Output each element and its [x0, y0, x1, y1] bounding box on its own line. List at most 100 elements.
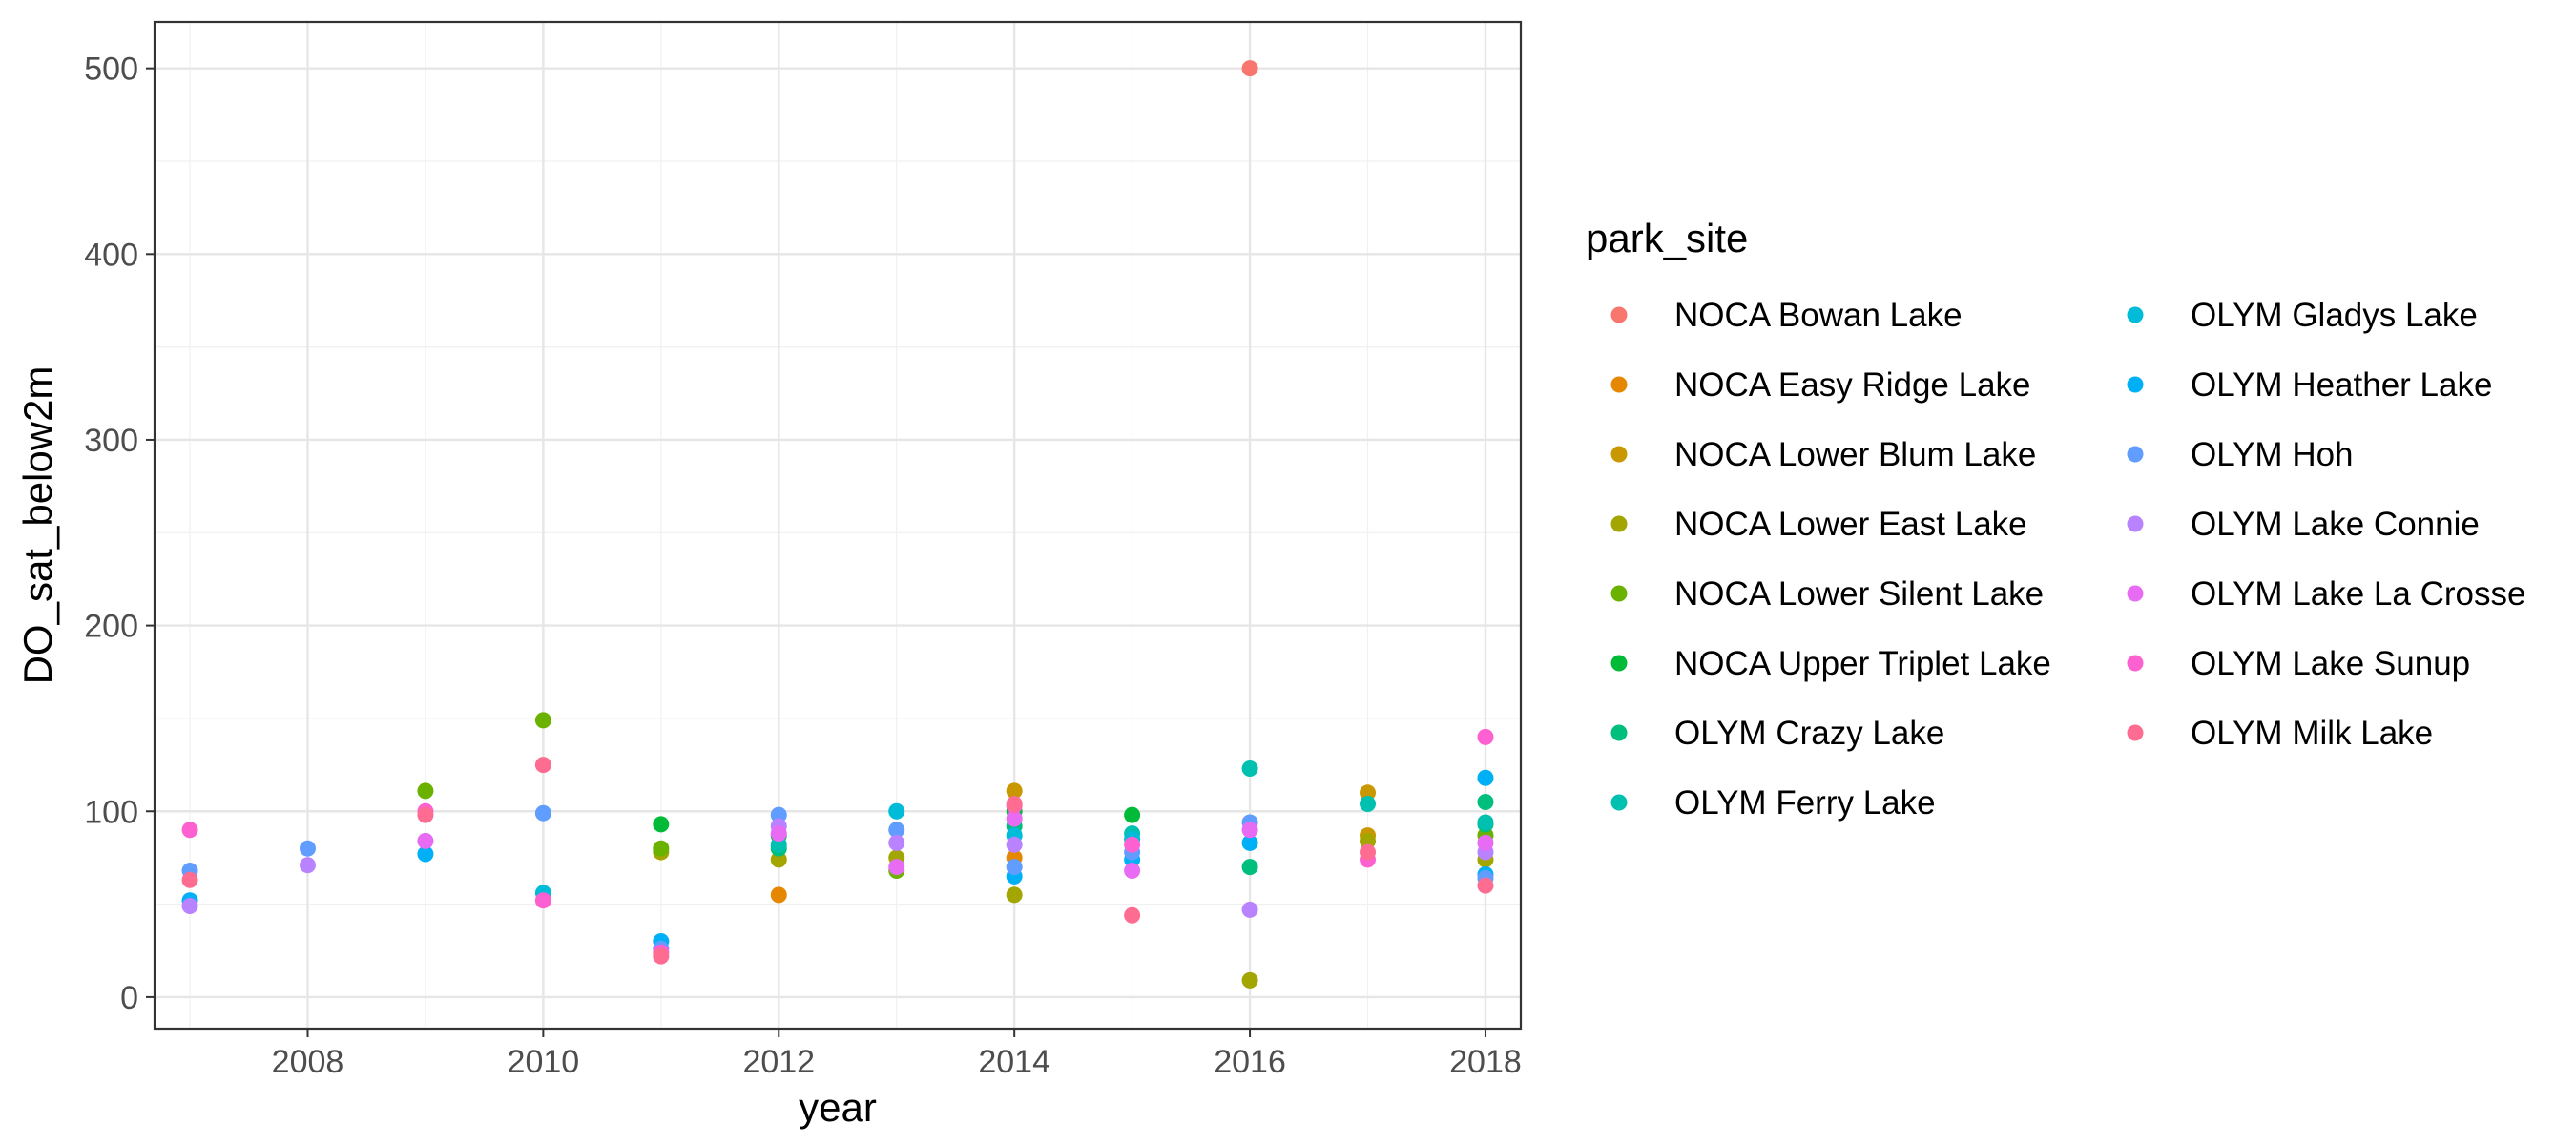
data-point	[1241, 822, 1258, 839]
legend-key	[1610, 585, 1628, 602]
data-point	[534, 804, 551, 822]
legend-label: OLYM Lake Connie	[2191, 506, 2480, 543]
y-tick-label: 300	[84, 423, 138, 459]
data-point	[1124, 863, 1141, 880]
x-tick-label: 2012	[742, 1044, 815, 1080]
data-point	[1124, 806, 1141, 823]
data-point	[1006, 795, 1023, 812]
data-point	[1477, 794, 1494, 811]
data-point	[1006, 859, 1023, 876]
data-point	[1360, 843, 1377, 861]
data-point	[653, 840, 670, 857]
data-point	[299, 857, 316, 874]
data-point	[1006, 886, 1023, 904]
legend-key	[1610, 655, 1628, 672]
data-point	[1241, 901, 1258, 918]
data-point	[1360, 784, 1377, 802]
legend-label: OLYM Heather Lake	[2191, 366, 2492, 404]
data-point	[1477, 834, 1494, 851]
legend-key	[1610, 376, 1628, 393]
legend-key	[1610, 794, 1628, 811]
data-point	[181, 898, 198, 915]
legend-label: NOCA Bowan Lake	[1674, 297, 1963, 334]
data-point	[1360, 832, 1377, 849]
data-point	[653, 947, 670, 965]
y-tick-label: 100	[84, 794, 138, 830]
legend-key	[2127, 585, 2144, 602]
data-point	[1006, 810, 1023, 827]
axis-layer: 2008 2010 2012 2014 2016 2018 0 100 200 300 400 500	[84, 52, 1522, 1080]
legend-label: OLYM Milk Lake	[2191, 715, 2433, 752]
legend-label: OLYM Lake Sunup	[2191, 645, 2470, 682]
data-point	[299, 840, 316, 857]
data-point	[534, 712, 551, 729]
legend-key	[1610, 724, 1628, 741]
data-point	[888, 834, 905, 851]
data-point	[534, 757, 551, 774]
data-point	[1241, 760, 1258, 777]
legend-label: OLYM Gladys Lake	[2191, 297, 2478, 334]
data-point	[770, 851, 787, 868]
legend-key	[2127, 306, 2144, 323]
x-tick-label: 2018	[1449, 1044, 1522, 1080]
legend-key	[1610, 306, 1628, 323]
data-point	[1241, 834, 1258, 851]
legend-key	[2127, 515, 2144, 532]
data-point	[181, 822, 198, 839]
y-tick-label: 400	[84, 237, 138, 273]
legend-items: NOCA Bowan Lake NOCA Easy Ridge Lake NOCA …	[1610, 297, 2525, 822]
data-point	[534, 892, 551, 909]
data-point	[653, 816, 670, 833]
data-point	[1477, 814, 1494, 831]
y-tick-label: 200	[84, 609, 138, 645]
data-point	[417, 782, 434, 800]
legend-label: NOCA Lower East Lake	[1674, 506, 2027, 543]
legend-key	[1610, 446, 1628, 463]
legend: park_site NOCA Bowan Lake NOCA Easy Ridge…	[1586, 216, 2525, 822]
panel-border	[153, 20, 1523, 1030]
data-point	[888, 802, 905, 820]
legend-label: OLYM Lake La Crosse	[2191, 575, 2525, 613]
x-tick-label: 2014	[978, 1044, 1050, 1080]
plot-panel	[155, 22, 1521, 1029]
data-point	[888, 859, 905, 876]
data-point	[888, 822, 905, 839]
legend-label: NOCA Easy Ridge Lake	[1674, 366, 2031, 404]
data-point	[1006, 836, 1023, 853]
data-point	[770, 825, 787, 843]
data-point	[1241, 971, 1258, 989]
legend-label: OLYM Hoh	[2191, 436, 2354, 473]
data-point	[1360, 795, 1377, 812]
grid-layer	[155, 22, 1521, 1029]
data-point	[770, 836, 787, 853]
data-point	[1124, 906, 1141, 924]
x-tick-label: 2010	[508, 1044, 580, 1080]
data-point	[1241, 859, 1258, 876]
y-axis-title: DO_sat_below2m	[15, 366, 60, 685]
legend-key	[2127, 724, 2144, 741]
data-point	[417, 845, 434, 863]
legend-label: NOCA Lower Silent Lake	[1674, 575, 2044, 613]
data-point	[417, 832, 434, 849]
data-point	[1006, 782, 1023, 800]
legend-label: OLYM Crazy Lake	[1674, 715, 1944, 752]
legend-key	[2127, 446, 2144, 463]
data-point	[1477, 877, 1494, 894]
data-point	[1477, 769, 1494, 786]
data-point	[1241, 60, 1258, 77]
x-tick-label: 2016	[1214, 1044, 1286, 1080]
data-point	[417, 806, 434, 823]
data-point	[181, 871, 198, 888]
point-layer	[181, 60, 1494, 989]
data-point	[1124, 836, 1141, 853]
y-tick-label: 0	[120, 980, 138, 1016]
y-tick-label: 500	[84, 52, 138, 88]
x-tick-label: 2008	[272, 1044, 344, 1080]
data-point	[770, 886, 787, 904]
legend-label: OLYM Ferry Lake	[1674, 784, 1936, 822]
legend-label: NOCA Lower Blum Lake	[1674, 436, 2036, 473]
legend-key	[2127, 376, 2144, 393]
data-point	[1477, 728, 1494, 745]
